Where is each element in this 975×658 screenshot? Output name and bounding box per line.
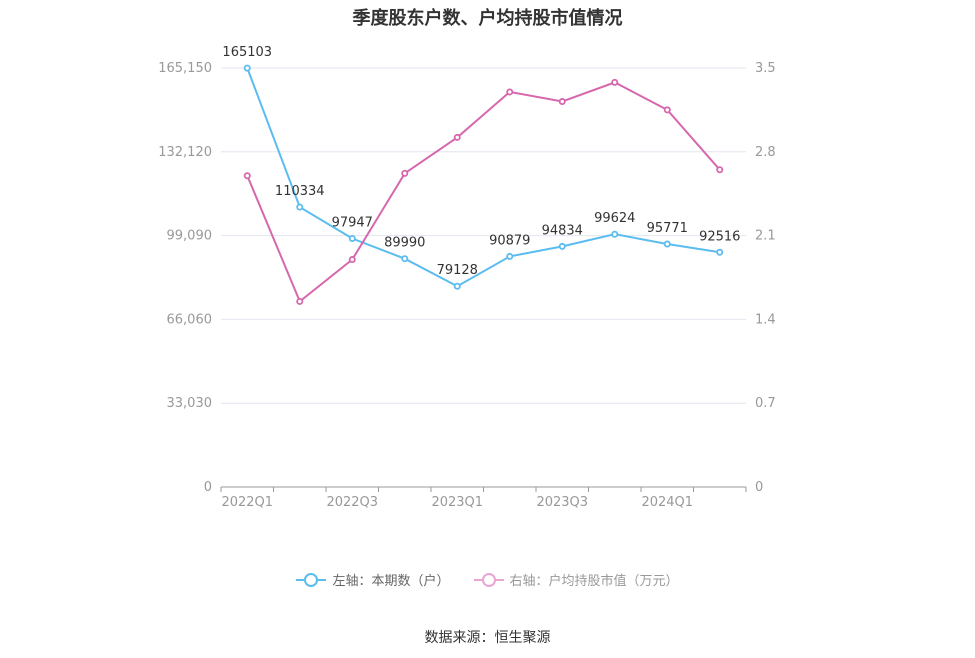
- data-point: [663, 106, 671, 114]
- series-line-left: [246, 67, 720, 288]
- data-point: [611, 230, 619, 238]
- series-line-right: [246, 81, 721, 304]
- data-point: [663, 240, 671, 248]
- data-point: [348, 234, 356, 242]
- legend-item-right-series[interactable]: 右轴：户均持股市值（万元）: [473, 570, 679, 589]
- y-right-tick-label: 3.5: [755, 61, 776, 76]
- data-point: [243, 64, 251, 72]
- y-left-tick-label: 165,150: [158, 61, 212, 76]
- data-point: [453, 282, 461, 290]
- y-left-tick-label: 33,030: [167, 396, 213, 411]
- y-right-tick-label: 2.1: [755, 229, 776, 244]
- source-note: 数据来源：恒生聚源: [424, 630, 551, 646]
- data-point: [296, 203, 304, 211]
- y-right-tick-label: 0.7: [755, 396, 776, 411]
- data-point: [401, 169, 409, 177]
- chart-title: 季度股东户数、户均持股市值情况: [352, 8, 623, 29]
- data-label: 97947: [332, 215, 373, 230]
- data-point: [558, 242, 566, 250]
- data-label: 95771: [647, 221, 688, 236]
- y-left-tick-label: 0: [204, 480, 212, 495]
- data-label: 110334: [275, 184, 325, 199]
- legend-line-circle-icon: [296, 572, 327, 587]
- data-label: 92516: [699, 229, 740, 244]
- data-label: 165103: [222, 45, 272, 60]
- legend-item-left-series[interactable]: 左轴：本期数（户）: [296, 570, 450, 589]
- y-left-tick-label: 132,120: [158, 145, 212, 160]
- data-label: 90879: [489, 233, 530, 248]
- data-point: [401, 255, 409, 263]
- data-label: 79128: [437, 263, 478, 278]
- legend-label-left-series: 左轴：本期数（户）: [332, 574, 450, 589]
- x-tick-label: 2023Q1: [431, 495, 483, 510]
- data-point: [558, 98, 566, 106]
- data-point: [296, 297, 304, 305]
- data-point: [506, 88, 514, 96]
- data-point: [348, 256, 356, 264]
- legend: 左轴：本期数（户） 右轴：户均持股市值（万元）: [0, 570, 975, 589]
- y-right-tick-label: 1.4: [755, 312, 776, 327]
- legend-line-circle-icon: [473, 572, 504, 587]
- x-tick-label: 2022Q1: [221, 495, 273, 510]
- y-left-tick-label: 99,090: [167, 229, 213, 244]
- x-tick-label: 2023Q3: [536, 495, 588, 510]
- data-point: [611, 78, 619, 86]
- data-label: 99624: [594, 211, 635, 226]
- data-point: [243, 172, 251, 180]
- x-tick-label: 2022Q3: [326, 495, 378, 510]
- data-point: [506, 252, 514, 260]
- y-right-tick-label: 0: [755, 480, 763, 495]
- data-point: [716, 248, 724, 256]
- chart-plot: 0 33,030 66,060 99,090 132,120 165,150 0 0.7 1.4…: [158, 45, 776, 510]
- data-label: 89990: [384, 236, 425, 251]
- legend-label-right-series: 右轴：户均持股市值（万元）: [509, 574, 679, 589]
- data-label: 94834: [542, 223, 583, 238]
- y-left-tick-label: 66,060: [167, 312, 213, 327]
- data-point: [716, 166, 724, 174]
- data-point: [453, 133, 461, 141]
- x-tick-label: 2024Q1: [641, 495, 693, 510]
- y-right-tick-label: 2.8: [755, 145, 776, 160]
